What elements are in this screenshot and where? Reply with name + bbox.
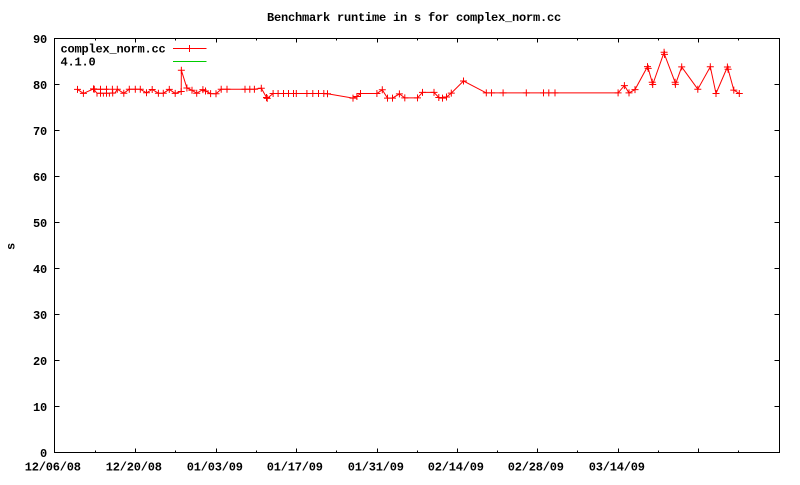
svg-text:0: 0 (40, 447, 47, 461)
svg-text:03/14/09: 03/14/09 (589, 461, 645, 475)
svg-text:complex_norm.cc: complex_norm.cc (61, 42, 166, 56)
svg-text:02/14/09: 02/14/09 (428, 461, 484, 475)
svg-text:01/31/09: 01/31/09 (348, 461, 404, 475)
svg-text:01/03/09: 01/03/09 (187, 461, 243, 475)
svg-text:60: 60 (33, 171, 47, 185)
svg-text:40: 40 (33, 263, 47, 277)
svg-text:12/06/08: 12/06/08 (25, 461, 81, 475)
svg-text:10: 10 (33, 401, 47, 415)
svg-text:90: 90 (33, 33, 47, 47)
svg-text:01/17/09: 01/17/09 (267, 461, 323, 475)
svg-text:Benchmark runtime in s for com: Benchmark runtime in s for complex_norm.… (267, 11, 561, 25)
svg-text:30: 30 (33, 309, 47, 323)
svg-text:s: s (5, 243, 19, 250)
svg-text:02/28/09: 02/28/09 (508, 461, 564, 475)
svg-text:70: 70 (33, 125, 47, 139)
svg-text:80: 80 (33, 79, 47, 93)
svg-text:20: 20 (33, 355, 47, 369)
svg-text:50: 50 (33, 217, 47, 231)
svg-text:4.1.0: 4.1.0 (61, 55, 96, 69)
svg-text:12/20/08: 12/20/08 (106, 461, 162, 475)
